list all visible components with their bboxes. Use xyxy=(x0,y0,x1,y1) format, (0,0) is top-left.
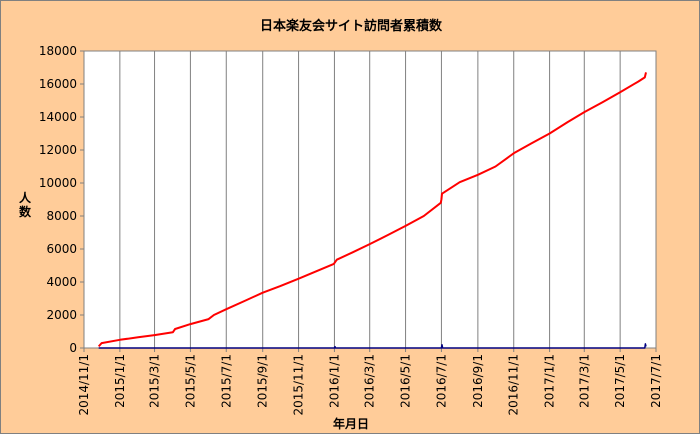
y-tick-label: 14000 xyxy=(39,110,77,124)
x-tick-label: 2017/1/1 xyxy=(543,354,557,408)
x-axis-title: 年月日 xyxy=(332,417,369,431)
y-axis-title-text: 人数 xyxy=(15,191,35,219)
y-tick-label: 8000 xyxy=(46,209,77,223)
y-axis-title-char: 数 xyxy=(18,205,31,219)
series-line-1 xyxy=(97,72,647,348)
y-tick-labels: 0 2000 4000 6000 8000 10000 12000 14000 16000 180… xyxy=(39,44,84,355)
chart-title: 日本楽友会サイト訪問者累積数 xyxy=(259,19,442,34)
x-tick-label: 2015/7/1 xyxy=(219,354,233,408)
y-tick-label: 4000 xyxy=(46,275,77,289)
x-tick-label: 2016/9/1 xyxy=(471,354,485,408)
x-tick-label: 2015/1/1 xyxy=(113,354,127,408)
y-tick-label: 2000 xyxy=(46,308,77,322)
x-tick-label: 2016/5/1 xyxy=(399,354,413,408)
x-tick-label: 2014/11/1 xyxy=(77,354,91,416)
x-tick-label: 2016/7/1 xyxy=(434,354,448,408)
x-tick-label: 2017/3/1 xyxy=(577,354,591,408)
x-tick-label: 2016/3/1 xyxy=(363,354,377,408)
x-tick-label: 2016/11/1 xyxy=(507,354,521,416)
x-tick-label: 2017/5/1 xyxy=(613,354,627,408)
x-tick-label: 2015/3/1 xyxy=(148,354,162,408)
x-tick-label: 2015/5/1 xyxy=(183,354,197,408)
y-tick-label: 6000 xyxy=(46,242,77,256)
x-tick-labels: 2014/11/1 2015/1/1 2015/3/1 2015/5/1 2015/7/… xyxy=(77,354,663,416)
x-tick-label: 2015/9/1 xyxy=(256,354,270,408)
series-layer xyxy=(97,72,647,349)
x-tick-label: 2016/1/1 xyxy=(327,354,341,408)
y-tick-label: 16000 xyxy=(39,77,77,91)
y-tick-label: 12000 xyxy=(39,143,77,157)
y-tick-label: 18000 xyxy=(39,44,77,58)
y-tick-label: 0 xyxy=(69,341,77,355)
y-tick-label: 10000 xyxy=(39,176,77,190)
y-axis-title-char: 人 xyxy=(18,191,31,205)
grid-lines xyxy=(83,51,657,352)
x-tick-label: 2017/7/1 xyxy=(649,354,663,408)
y-axis-title: 人数 xyxy=(15,191,35,219)
series-line-2 xyxy=(98,343,647,349)
x-tick-label: 2015/11/1 xyxy=(292,354,306,416)
